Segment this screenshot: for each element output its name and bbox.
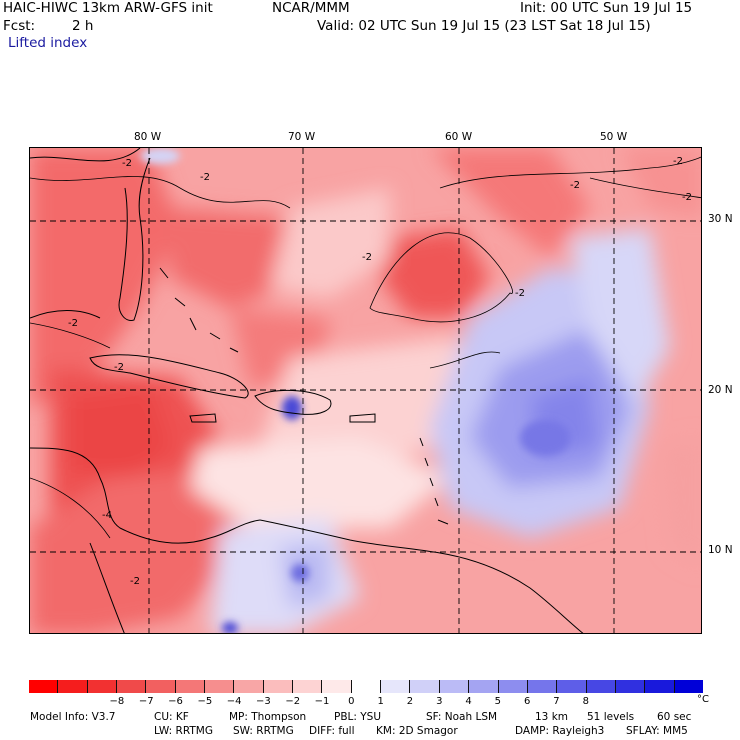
valid-time: Valid: 02 UTC Sun 19 Jul 15 (23 LST Sat … [317, 18, 651, 34]
colorbar-cell [351, 680, 382, 693]
contour-label: -2 [673, 156, 683, 167]
field-detail [140, 148, 570, 633]
colorbar-cell [29, 680, 59, 693]
org-label: NCAR/MMM [272, 0, 350, 16]
field-name: Lifted index [8, 35, 88, 51]
colorbar-tick-label: 6 [523, 696, 531, 707]
footer-pbl: PBL: YSU [334, 711, 382, 723]
colorbar-cell [263, 680, 294, 693]
footer-damp: DAMP: Rayleigh3 [515, 725, 605, 737]
footer-diff: DIFF: full [309, 725, 355, 737]
lifted-index-map: -2 -2 -2 -2 -2 -2 -2 -2 -4 -2 -2 [29, 147, 702, 634]
colorbar-cell [498, 680, 528, 693]
model-title: HAIC-HIWC 13km ARW-GFS init [3, 0, 213, 16]
footer-cu: CU: KF [154, 711, 189, 723]
contour-label: -2 [570, 180, 580, 191]
colorbar-cell [469, 680, 499, 693]
colorbar-cell [439, 680, 470, 693]
lon-label-50w: 50 W [600, 131, 628, 143]
colorbar-cell [674, 680, 703, 693]
colorbar-tick-label: 5 [494, 696, 502, 707]
colorbar-tick-label: −2 [285, 696, 301, 707]
footer-model-info: Model Info: V3.7 [30, 711, 116, 723]
contour-label: -4 [102, 510, 112, 521]
colorbar-cell [146, 680, 176, 693]
lon-label-60w: 60 W [445, 131, 473, 143]
colorbar-tick-label: 3 [436, 696, 443, 707]
colorbar-cell [205, 680, 235, 693]
colorbar-tick-label: 4 [465, 696, 472, 707]
contour-label: -2 [130, 576, 140, 587]
footer-lw: LW: RRTMG [154, 725, 213, 737]
colorbar-tick-label: −5 [197, 696, 213, 707]
colorbar-tick-label: −4 [226, 696, 242, 707]
lat-label-30n: 30 N [708, 213, 733, 225]
forecast-label: Fcst: [3, 18, 36, 34]
colorbar-cell [645, 680, 675, 693]
lat-label-20n: 20 N [708, 384, 733, 396]
lat-label-10n: 10 N [708, 544, 733, 556]
footer-km: KM: 2D Smagor [376, 725, 458, 737]
colorbar-cell [234, 680, 264, 693]
contour-label: -2 [200, 172, 210, 183]
footer-resolution: 13 km [535, 711, 569, 723]
field-shading [30, 148, 701, 633]
lon-label-80w: 80 W [134, 131, 162, 143]
contour-lines [30, 156, 701, 539]
colorbar-tick-label: −6 [168, 696, 183, 707]
init-time: Init: 00 UTC Sun 19 Jul 15 [520, 0, 693, 16]
colorbar-tick-label: 1 [377, 696, 384, 707]
contour-label: -2 [515, 288, 525, 299]
lon-label-70w: 70 W [288, 131, 316, 143]
forecast-hour: 2 h [72, 18, 94, 34]
footer-sw: SW: RRTMG [233, 725, 294, 737]
colorbar-cell [527, 680, 558, 693]
colorbar-tick-label: 2 [406, 696, 414, 707]
colorbar-cell [58, 680, 88, 693]
colorbar-cell [175, 680, 206, 693]
colorbar [29, 680, 703, 693]
footer-timestep: 60 sec [657, 711, 692, 723]
colorbar-tick-label: 8 [582, 696, 589, 707]
colorbar-cell [322, 680, 352, 693]
colorbar-cell [381, 680, 411, 693]
contour-label: -2 [362, 252, 372, 263]
map-canvas: -2 -2 -2 -2 -2 -2 -2 -2 -4 -2 -2 [30, 148, 701, 633]
footer-sflay: SFLAY: MM5 [626, 725, 688, 737]
colorbar-tick-label: 7 [553, 696, 560, 707]
coastlines [30, 148, 584, 633]
colorbar-cell [293, 680, 323, 693]
colorbar-tick-label: −7 [138, 696, 154, 707]
colorbar-cell [87, 680, 118, 693]
colorbar-cell [117, 680, 147, 693]
footer-mp: MP: Thompson [229, 711, 307, 723]
colorbar-cell [615, 680, 646, 693]
colorbar-cell [410, 680, 440, 693]
colorbar-cell [557, 680, 587, 693]
footer-sf: SF: Noah LSM [426, 711, 498, 723]
contour-label: -2 [114, 362, 124, 373]
lat-lon-grid [30, 148, 701, 633]
colorbar-tick-label: −1 [314, 696, 330, 707]
contour-label: -2 [68, 318, 78, 329]
contour-label: -2 [122, 158, 132, 169]
colorbar-tick-label: −3 [256, 696, 271, 707]
colorbar-tick-label: −8 [109, 696, 125, 707]
colorbar-cell [586, 680, 616, 693]
footer-levels: 51 levels [587, 711, 635, 723]
contour-label: -2 [682, 192, 692, 203]
colorbar-tick-label: 0 [348, 696, 355, 707]
colorbar-unit: °C [697, 694, 709, 705]
